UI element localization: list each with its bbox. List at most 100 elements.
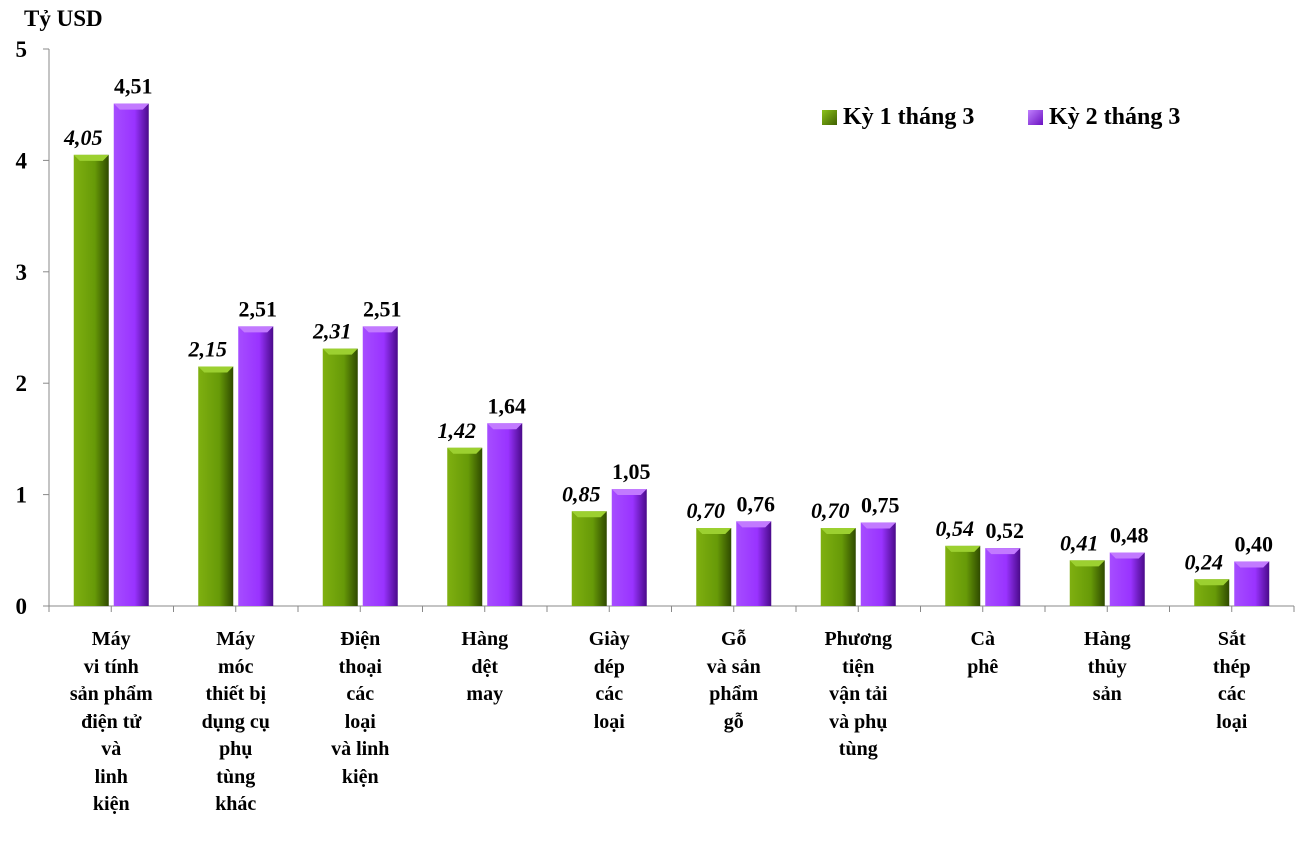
bar-bevel (238, 326, 274, 333)
bar-ky1 (322, 348, 358, 606)
bar-ky1 (945, 545, 981, 606)
x-tick-label-line: Gỗ (720, 628, 747, 650)
x-tick-label-line: kiện (92, 793, 130, 815)
x-tick-label: Phương tiện vận tải và phụ tùng (796, 626, 920, 764)
y-tick-label: 3 (16, 260, 28, 285)
bar-ky2 (985, 548, 1021, 606)
x-tick-label-line: tùng (216, 765, 256, 788)
bar-bevel (696, 528, 732, 535)
y-tick-label: 4 (16, 148, 28, 173)
bar-ky2 (113, 103, 149, 606)
data-label: 0,70 (687, 498, 726, 523)
y-tick-label: 1 (16, 483, 28, 508)
data-label: 1,42 (438, 418, 477, 443)
bar-ky1 (73, 154, 109, 606)
x-tick-label: Hàng dệt may (423, 626, 547, 709)
bar-ky2 (362, 326, 398, 606)
data-label: 0,70 (811, 498, 850, 523)
x-tick-label: Điện thoại các loại và linh kiện (298, 626, 422, 791)
bar-ky1 (447, 447, 483, 606)
x-tick-label-line: Điện (340, 628, 381, 650)
bar-ky2 (238, 326, 274, 606)
x-tick-label-line: khác (215, 793, 257, 815)
x-tick-label-line: tùng (838, 738, 878, 760)
bar-ky1 (571, 511, 607, 606)
x-tick-label-line: Phương (824, 628, 893, 650)
bar-ky2 (736, 521, 772, 606)
bar-bevel (362, 326, 398, 333)
data-label: 2,51 (239, 296, 278, 321)
y-tick-label: 5 (16, 37, 28, 62)
bar-bevel (73, 154, 109, 161)
x-tick-label-line: Giày (588, 628, 630, 650)
x-tick-label-line: sản (1092, 683, 1122, 705)
bar-ky1 (1069, 560, 1105, 606)
bar-bevel (860, 522, 896, 529)
bar-bevel (1109, 552, 1145, 559)
x-tick-label-line: dụng cụ (201, 710, 270, 733)
data-label: 2,31 (312, 319, 352, 344)
bar-ky2 (611, 489, 647, 606)
x-tick-label: Sắt thép các loại (1170, 626, 1294, 736)
x-tick-label-line: Hàng (1083, 628, 1131, 650)
x-tick-label-line: các (346, 683, 375, 705)
bar-ky1 (820, 528, 856, 606)
x-tick-label-line: Sắt (1217, 628, 1246, 650)
bar-bevel (736, 521, 772, 528)
bar-bevel (198, 366, 234, 373)
bar-ky2 (1109, 552, 1145, 606)
bar-bevel (322, 348, 358, 355)
bar-bevel (447, 447, 483, 454)
x-tick-label-line: và sản (706, 655, 761, 678)
x-tick-label-line: loại (593, 710, 625, 733)
data-label: 0,54 (936, 516, 975, 541)
x-tick-label-line: may (466, 683, 504, 705)
x-tick-label-line: các (595, 683, 624, 705)
bar-bevel (945, 545, 981, 552)
x-tick-label-line: dép (593, 655, 625, 678)
data-label: 0,85 (562, 481, 601, 506)
bar-bevel (113, 103, 149, 110)
x-tick-label-line: và (101, 738, 122, 760)
x-tick-label-line: vận tải (829, 683, 888, 705)
data-label: 0,24 (1185, 549, 1224, 574)
data-label: 0,76 (737, 491, 776, 516)
x-tick-label-line: thép (1212, 655, 1251, 678)
data-label: 1,64 (488, 393, 527, 418)
data-label: 2,51 (363, 296, 402, 321)
y-tick-label: 0 (16, 594, 28, 619)
x-tick-label-line: móc (217, 655, 254, 678)
x-tick-label-line: sản phẩm (69, 683, 153, 705)
x-tick-label-line: các (1217, 683, 1246, 705)
bar-bevel (1069, 560, 1105, 567)
x-tick-label-line: thoại (338, 655, 382, 678)
y-axis-title: Tỷ USD (24, 6, 103, 31)
x-tick-label: Hàng thủy sản (1045, 626, 1169, 709)
x-tick-label-line: linh (94, 765, 128, 788)
bar-bevel (985, 548, 1021, 555)
x-tick-label: Máy móc thiết bị dụng cụ phụ tùng khác (174, 626, 298, 819)
bar-bevel (487, 423, 523, 430)
x-tick-label-line: thiết bị (205, 683, 267, 705)
x-tick-label-line: Cà (970, 628, 995, 650)
bar-ky2 (487, 423, 523, 606)
x-tick-label-line: kiện (341, 765, 379, 788)
x-tick-label-line: và phụ (829, 710, 888, 733)
bar-bevel (571, 511, 607, 518)
x-tick-label-line: loại (1216, 710, 1248, 733)
x-tick-label-line: gỗ (723, 710, 744, 733)
bar-ky1 (198, 366, 234, 606)
data-label: 0,52 (986, 518, 1025, 543)
x-tick-label: Giày dép các loại (547, 626, 671, 736)
data-label: 0,41 (1060, 530, 1099, 555)
legend-swatch-green (822, 110, 837, 125)
data-label: 0,40 (1235, 531, 1274, 556)
x-tick-label-line: Máy (216, 628, 256, 650)
data-label: 4,05 (63, 125, 103, 150)
data-label: 4,51 (114, 74, 153, 99)
x-tick-label-line: phẩm (709, 683, 759, 705)
bar-bevel (611, 489, 647, 496)
x-tick-label: Gỗ và sản phẩm gỗ (672, 626, 796, 736)
data-label: 0,48 (1110, 523, 1149, 548)
